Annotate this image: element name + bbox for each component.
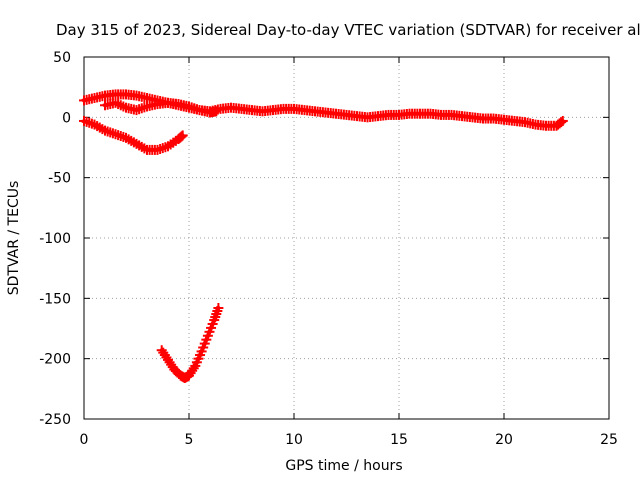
data-point	[211, 106, 222, 117]
y-tick-label: -50	[48, 171, 71, 187]
x-tick-label: 0	[80, 432, 89, 448]
y-ticks: 50 0 -50 -100 -150 -200 -250	[39, 50, 609, 428]
x-axis-label: GPS time / hours	[285, 458, 402, 474]
chart-title: Day 315 of 2023, Sidereal Day-to-day VTE…	[56, 21, 640, 39]
x-tick-label: 15	[390, 432, 408, 448]
x-tick-label: 25	[600, 432, 618, 448]
y-tick-label: -100	[39, 231, 71, 247]
y-axis-label: SDTVAR / TECUs	[6, 181, 22, 296]
data-point	[177, 130, 188, 141]
data-point	[556, 117, 567, 128]
x-ticks: 0 5 10 15 20 25	[80, 57, 618, 448]
y-tick-label: -150	[39, 291, 71, 307]
y-tick-label: 0	[62, 110, 71, 126]
data-point	[557, 115, 568, 126]
y-tick-label: -200	[39, 352, 71, 368]
data-points	[79, 89, 568, 383]
x-tick-label: 20	[495, 432, 513, 448]
y-tick-label: 50	[53, 50, 71, 66]
y-tick-label: -250	[39, 412, 71, 428]
x-tick-label: 10	[285, 432, 303, 448]
data-point	[213, 302, 224, 313]
x-tick-label: 5	[185, 432, 194, 448]
